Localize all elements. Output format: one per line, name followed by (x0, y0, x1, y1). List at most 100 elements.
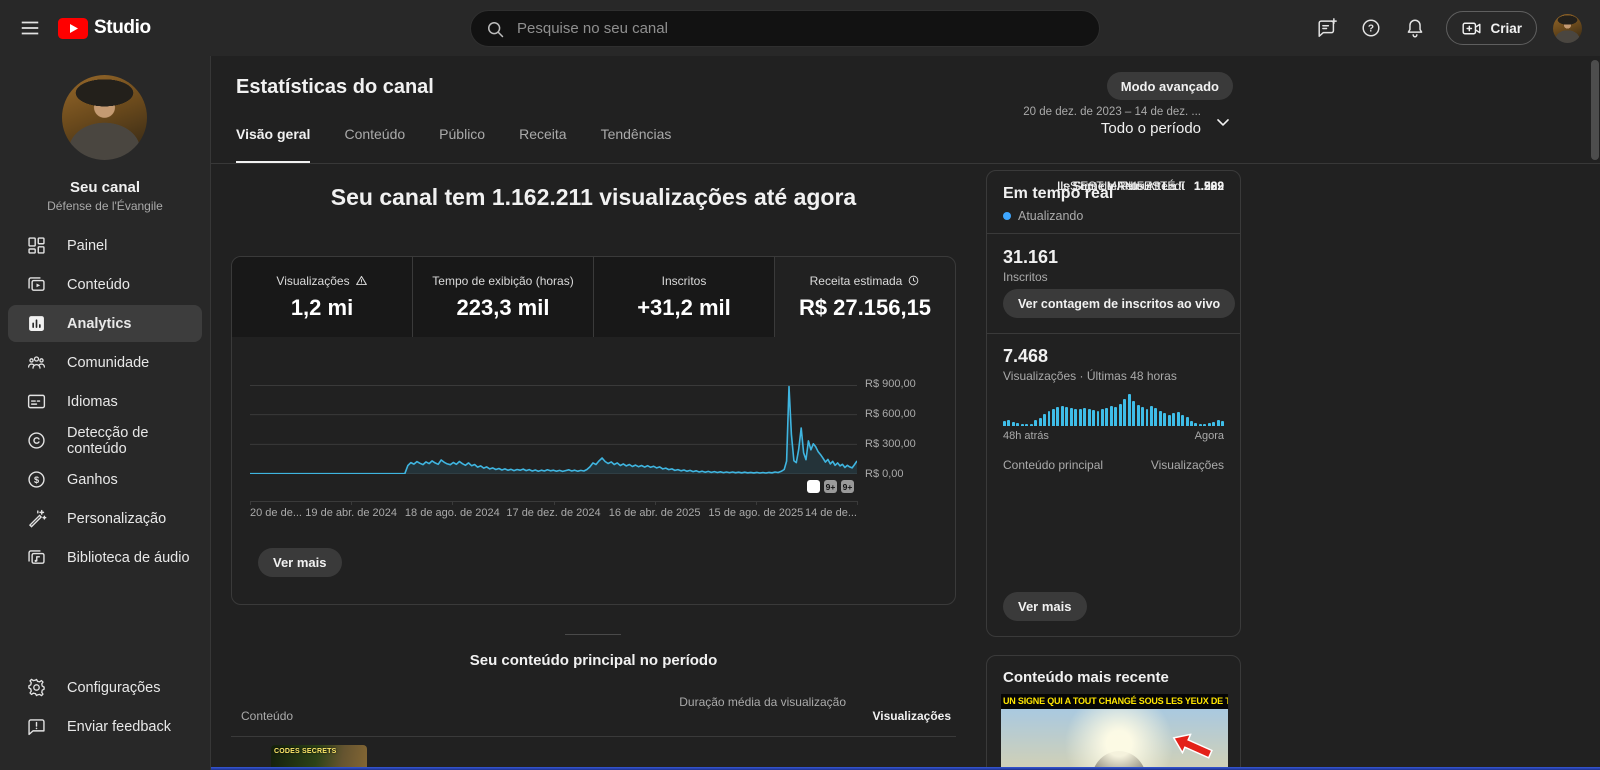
date-period-selector[interactable]: 20 de dez. de 2023 – 14 de dez. ... Todo… (1023, 106, 1233, 137)
tab-conteudo[interactable]: Conteúdo (344, 126, 406, 142)
channel-avatar[interactable] (62, 75, 147, 160)
channel-subtitle: Défense de l'Évangile (47, 199, 163, 213)
brand-text: Studio (94, 17, 151, 38)
axis-tick (654, 501, 656, 505)
create-button-label: Criar (1490, 20, 1522, 36)
realtime-bar (1221, 420, 1225, 426)
metric-receita-estimada[interactable]: Receita estimada R$ 27.156,15 (775, 257, 955, 337)
table-row[interactable]: CODES SECRETS (271, 745, 367, 770)
youtube-studio-logo[interactable]: Studio (58, 17, 151, 39)
hamburger-icon (21, 21, 39, 35)
realtime-bar (1141, 407, 1144, 426)
realtime-bar (1060, 406, 1064, 426)
help-button[interactable]: ? (1352, 9, 1390, 47)
axis-tick (857, 501, 858, 505)
x-axis-label: 16 de abr. de 2025 (608, 507, 701, 519)
subtitles-icon (27, 394, 46, 409)
annotation-marker[interactable] (807, 480, 820, 493)
create-video-icon (1462, 22, 1481, 34)
video-thumbnail (1003, 174, 1048, 199)
realtime-bar (1172, 413, 1176, 426)
metric-inscritos[interactable]: Inscritos +31,2 mil (594, 257, 775, 337)
bell-icon (1408, 19, 1423, 38)
metric-tempo-exibicao[interactable]: Tempo de exibição (horas) 223,3 mil (413, 257, 594, 337)
realtime-bar (1145, 408, 1149, 426)
sidebar-item-painel[interactable]: Painel (8, 227, 202, 264)
earnings-icon: $ (28, 471, 45, 488)
sidebar-item-idiomas[interactable]: Idiomas (8, 383, 202, 420)
realtime-video-row[interactable]: IL S'EST MANIFESTÉ ! JÉ... 1.982 (1003, 171, 1224, 201)
sidebar-item-biblioteca[interactable]: Biblioteca de áudio (8, 539, 202, 576)
see-more-button[interactable]: Ver mais (258, 548, 342, 577)
scrollbar-thumb[interactable] (1591, 60, 1599, 160)
notifications-button[interactable] (1396, 9, 1434, 47)
annotation-marker-badge[interactable]: 9+ (841, 480, 854, 493)
realtime-bar (1118, 403, 1122, 426)
live-subscriber-count-button[interactable]: Ver contagem de inscritos ao vivo (1003, 289, 1236, 318)
sidebar-item-label: Comunidade (67, 354, 150, 371)
account-avatar[interactable] (1553, 13, 1582, 43)
sidebar-item-configuracoes[interactable]: Configurações (8, 669, 202, 706)
realtime-bar (1163, 413, 1167, 426)
customization-icon (28, 509, 47, 528)
sidebar-item-enviar-feedback[interactable]: Enviar feedback (8, 708, 202, 745)
realtime-bar (1167, 415, 1171, 426)
sidebar-item-personalizacao[interactable]: Personalização (8, 500, 202, 537)
channel-name: Seu canal (69, 179, 141, 196)
realtime-bar (1190, 420, 1193, 426)
feedback-comment-button[interactable] (1308, 9, 1346, 47)
realtime-video-row[interactable]: Le Signe le Plus Attendu ... 1.209 (1003, 171, 1224, 201)
sidebar-item-analytics[interactable]: Analytics (8, 305, 202, 342)
date-range: 20 de dez. de 2023 – 14 de dez. ... (1023, 106, 1201, 118)
red-arrow-icon (1172, 733, 1213, 759)
sidebar-item-comunidade[interactable]: Comunidade (8, 344, 202, 381)
realtime-bar (1038, 418, 1042, 426)
period-text: 20 de dez. de 2023 – 14 de dez. ... Todo… (1023, 106, 1201, 137)
realtime-bar (1109, 405, 1113, 426)
sidebar-item-label: Conteúdo (67, 276, 130, 293)
recent-video-thumbnail[interactable]: UN SIGNE QUI A TOUT CHANGÉ SOUS LES YEUX… (1001, 694, 1228, 770)
realtime-axis-labels: 48h atrás Agora (1003, 430, 1224, 442)
sidebar-item-conteudo[interactable]: Conteúdo (8, 266, 202, 303)
sidebar-item-ganhos[interactable]: $ Ganhos (8, 461, 202, 498)
sidebar: Seu canal Défense de l'Évangile Painel C… (0, 56, 210, 770)
realtime-bar (1025, 424, 1029, 426)
annotation-marker-badge[interactable]: 9+ (824, 480, 837, 493)
topbar-actions: ? Criar (1308, 0, 1582, 56)
dashboard-icon (28, 237, 45, 254)
axis-tick (351, 501, 353, 505)
sidebar-item-label: Enviar feedback (67, 718, 171, 735)
search-icon (488, 21, 504, 37)
create-button[interactable]: Criar (1446, 11, 1537, 45)
content-icon (28, 277, 45, 291)
period-label: Todo o período (1100, 120, 1201, 137)
advanced-mode-button[interactable]: Modo avançado (1106, 72, 1233, 100)
tab-visao-geral[interactable]: Visão geral (236, 126, 311, 164)
warning-icon (355, 275, 367, 286)
axis-tick (250, 501, 251, 505)
realtime-bar (1047, 410, 1051, 426)
search-bar[interactable] (470, 10, 1100, 47)
realtime-bar (1127, 393, 1131, 426)
tab-publico[interactable]: Público (439, 126, 486, 142)
svg-text:?: ? (1368, 24, 1374, 35)
subscriber-label: Inscritos (1003, 270, 1048, 284)
column-header-views[interactable]: Visualizações (872, 709, 952, 723)
menu-button[interactable] (10, 8, 50, 48)
tab-tendencias[interactable]: Tendências (600, 126, 672, 142)
metric-visualizacoes[interactable]: Visualizações 1,2 mi (232, 257, 413, 337)
metric-label: Tempo de exibição (horas) (432, 273, 574, 288)
sidebar-item-deteccao[interactable]: Detecção de conteúdo (8, 422, 202, 459)
tab-receita[interactable]: Receita (519, 126, 567, 142)
chevron-down-icon (1217, 118, 1229, 126)
bottom-accent-line (211, 767, 1600, 770)
analytics-tabs: Visão geral Conteúdo Público Receita Ten… (236, 126, 671, 164)
y-axis-label: R$ 300,00 (865, 438, 916, 450)
y-axis-label: R$ 0,00 (865, 468, 904, 480)
views-48h-count: 7.468 (1003, 346, 1049, 366)
realtime-bar-chart (1003, 390, 1225, 426)
realtime-list-header: Conteúdo principal Visualizações (1003, 458, 1224, 472)
search-input[interactable] (517, 20, 1085, 37)
realtime-video-row[interactable]: Ils Sont de Retour ! La Tri... 1.529 (1003, 171, 1224, 201)
realtime-see-more-button[interactable]: Ver mais (1003, 592, 1087, 621)
